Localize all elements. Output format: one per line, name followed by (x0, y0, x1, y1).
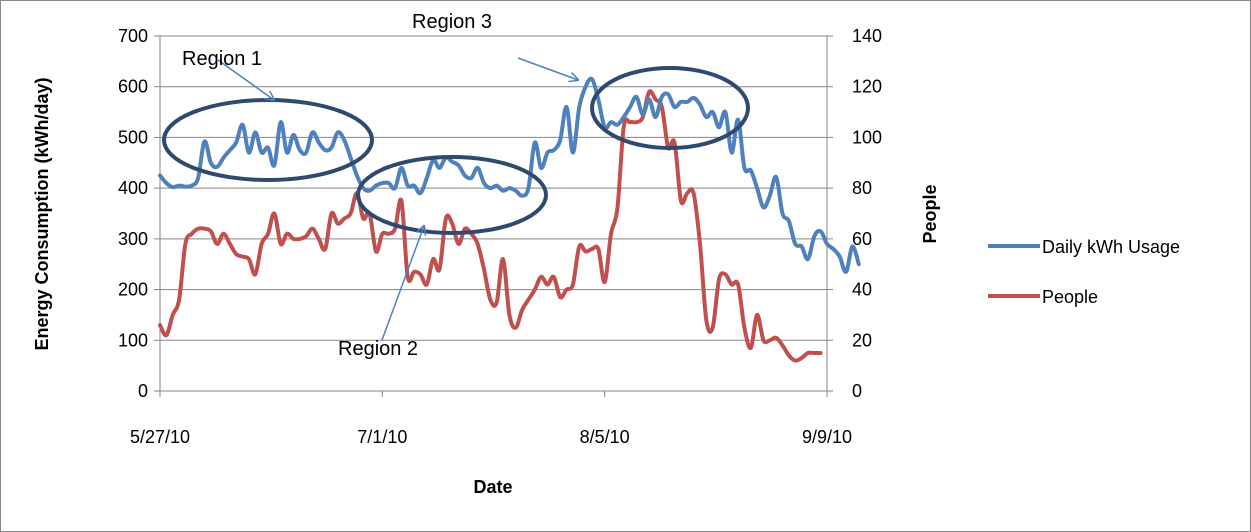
y-tick-label: 700 (118, 26, 148, 46)
region-3-label: Region 3 (412, 11, 492, 33)
region-2-ellipse (356, 155, 548, 235)
series-line-daily-kwh-usage (158, 76, 861, 274)
y-tick-label: 500 (118, 127, 148, 147)
legend: Daily kWh Usage People (988, 237, 1180, 307)
region-3-ellipse (590, 66, 750, 150)
y2-tick-label: 80 (852, 178, 872, 198)
y-tick-label: 400 (118, 178, 148, 198)
y2-tick-label: 0 (852, 381, 862, 401)
y2-tick-label: 120 (852, 77, 882, 97)
series-layer (158, 76, 861, 363)
y-tick-label: 0 (138, 381, 148, 401)
y2-axis-title: People (920, 184, 940, 243)
x-tick-label: 8/5/10 (580, 427, 630, 447)
y-axis-title: Energy Consumption (kWh/day) (32, 77, 52, 350)
y-tick-label: 300 (118, 229, 148, 249)
x-axis-title: Date (473, 477, 512, 497)
y2-tick-label: 100 (852, 127, 882, 147)
region-1-label: Region 1 (182, 48, 262, 70)
x-tick-label: 7/1/10 (357, 427, 407, 447)
region-2-label: Region 2 (338, 338, 418, 360)
y2-tick-label: 60 (852, 229, 872, 249)
annotations: Region 1 Region 2 Region 3 (162, 11, 750, 360)
y-tick-label: 600 (118, 77, 148, 97)
axes: 0 100 200 300 400 500 600 700 0 20 40 60 80 100 120 140… (118, 26, 882, 447)
y-tick-label: 100 (118, 330, 148, 350)
x-tick-label: 5/27/10 (130, 427, 190, 447)
region-3-arrow (517, 57, 578, 80)
series-line-people (158, 89, 823, 363)
legend-label-people: People (1042, 287, 1098, 307)
region-2-arrow (381, 226, 424, 341)
y2-tick-label: 40 (852, 280, 872, 300)
y2-tick-label: 20 (852, 330, 872, 350)
region-1-arrow (217, 59, 274, 100)
x-tick-label: 9/9/10 (802, 427, 852, 447)
y-tick-label: 200 (118, 280, 148, 300)
y2-tick-label: 140 (852, 26, 882, 46)
legend-label-daily-kwh-usage: Daily kWh Usage (1042, 237, 1180, 257)
